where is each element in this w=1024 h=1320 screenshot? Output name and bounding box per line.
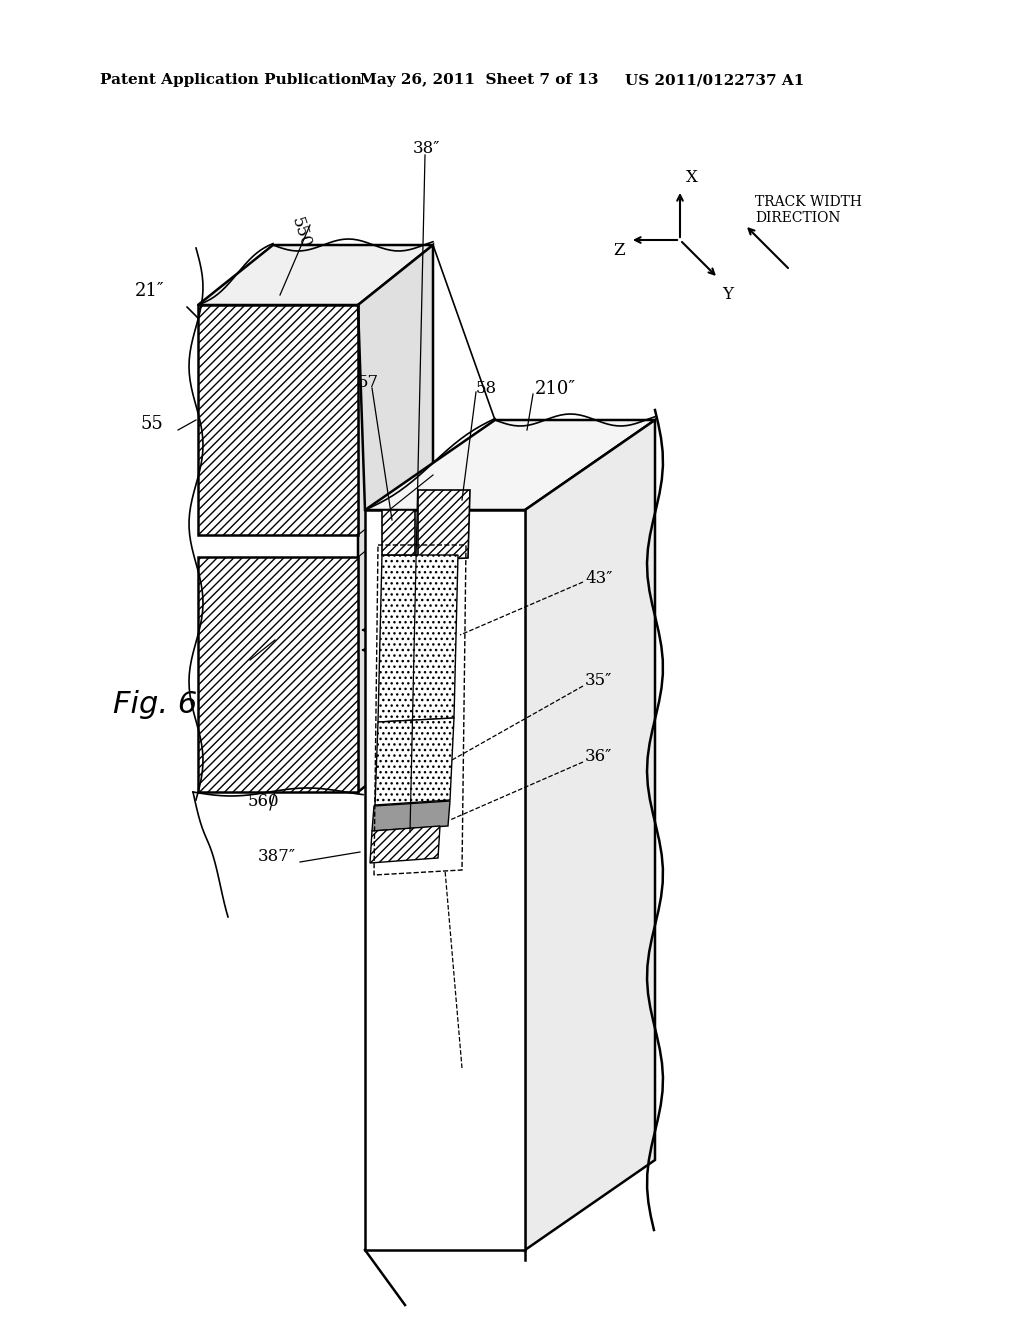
Text: 36″: 36″ [585,748,612,766]
Text: 21″: 21″ [135,282,165,300]
Polygon shape [198,246,433,305]
Text: Z: Z [613,242,625,259]
Polygon shape [358,246,433,792]
Text: X: X [686,169,698,186]
Text: 387″: 387″ [258,847,296,865]
Polygon shape [372,801,450,832]
Polygon shape [365,420,655,510]
Text: TRACK WIDTH
DIRECTION: TRACK WIDTH DIRECTION [755,195,862,226]
Text: 550: 550 [288,215,314,251]
Polygon shape [418,490,470,560]
Text: 56: 56 [222,648,245,667]
Text: Fig. 6: Fig. 6 [113,690,198,719]
Text: US 2011/0122737 A1: US 2011/0122737 A1 [625,73,805,87]
Text: 38″: 38″ [413,140,440,157]
Text: 560: 560 [248,793,280,810]
Text: 57: 57 [358,374,379,391]
Polygon shape [382,510,415,554]
Polygon shape [378,554,458,722]
Polygon shape [198,305,358,535]
Text: 55: 55 [140,414,163,433]
Polygon shape [375,718,454,805]
Polygon shape [198,557,358,792]
Polygon shape [525,420,655,1250]
Text: 43″: 43″ [585,570,612,587]
Text: 35″: 35″ [585,672,612,689]
Text: May 26, 2011  Sheet 7 of 13: May 26, 2011 Sheet 7 of 13 [360,73,598,87]
Text: 58: 58 [476,380,497,397]
Text: 210″: 210″ [535,380,577,399]
Text: 2102″: 2102″ [430,1060,459,1111]
Polygon shape [370,826,440,863]
Text: Y: Y [722,286,733,304]
Text: Patent Application Publication: Patent Application Publication [100,73,362,87]
Polygon shape [365,510,525,1250]
